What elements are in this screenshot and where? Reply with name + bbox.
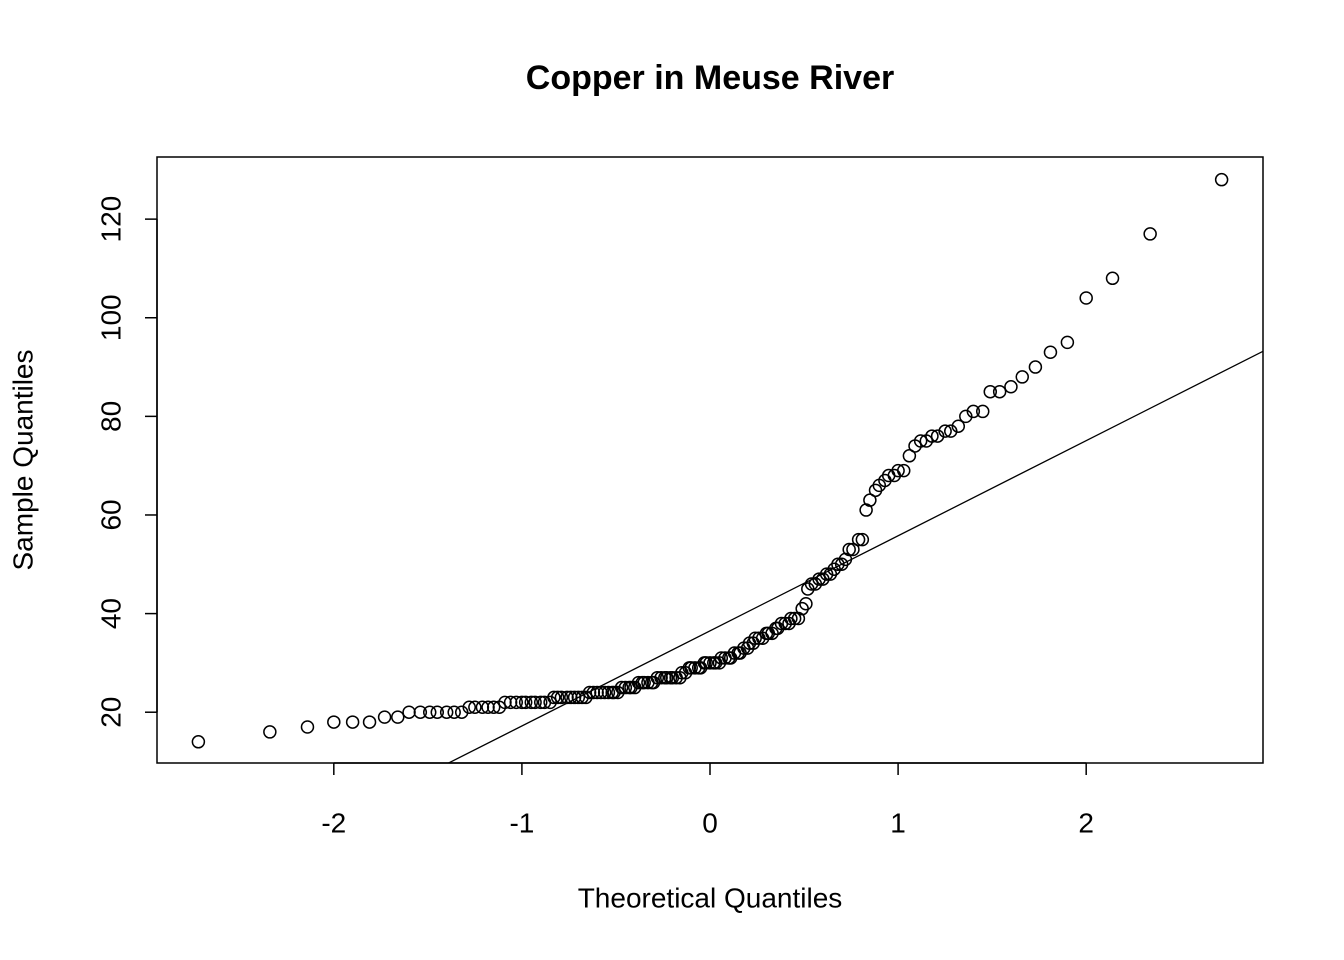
point bbox=[637, 675, 651, 690]
point bbox=[597, 685, 612, 700]
point bbox=[413, 705, 428, 719]
point bbox=[533, 695, 548, 710]
point bbox=[831, 557, 845, 572]
point bbox=[804, 577, 819, 591]
point bbox=[1028, 360, 1043, 374]
point bbox=[787, 611, 802, 626]
point bbox=[509, 695, 524, 710]
point bbox=[938, 424, 952, 438]
x-tick-label: 2 bbox=[1078, 807, 1094, 838]
point bbox=[944, 424, 958, 438]
point bbox=[345, 715, 360, 729]
point bbox=[1079, 291, 1093, 305]
point bbox=[571, 690, 586, 705]
point bbox=[601, 685, 616, 700]
point bbox=[327, 715, 341, 729]
x-tick-label: 1 bbox=[890, 807, 906, 838]
point bbox=[575, 690, 589, 705]
point bbox=[650, 670, 665, 685]
x-tick-label: 0 bbox=[702, 807, 718, 838]
point bbox=[983, 384, 998, 399]
point bbox=[614, 680, 629, 695]
point bbox=[191, 735, 206, 749]
point bbox=[422, 705, 437, 719]
point bbox=[1105, 271, 1120, 286]
x-axis-title: Theoretical Quantiles bbox=[578, 882, 843, 913]
point bbox=[447, 705, 461, 719]
point bbox=[518, 695, 533, 710]
point bbox=[1043, 345, 1058, 360]
point bbox=[959, 409, 973, 424]
point bbox=[454, 705, 469, 719]
point bbox=[925, 429, 939, 443]
point bbox=[812, 572, 826, 586]
point bbox=[930, 429, 945, 443]
point bbox=[714, 651, 729, 665]
point bbox=[1060, 335, 1075, 350]
point bbox=[607, 685, 621, 700]
point bbox=[377, 710, 392, 724]
point bbox=[855, 532, 870, 547]
point bbox=[992, 384, 1007, 399]
point bbox=[975, 404, 990, 419]
point bbox=[550, 690, 565, 705]
y-tick-label: 40 bbox=[95, 598, 126, 629]
point bbox=[784, 611, 798, 626]
reference-line bbox=[447, 350, 1263, 763]
point bbox=[659, 670, 674, 685]
point bbox=[913, 434, 928, 448]
point bbox=[528, 695, 542, 710]
plot-frame bbox=[156, 156, 1264, 764]
point bbox=[966, 404, 981, 419]
point bbox=[842, 542, 856, 557]
plot-area bbox=[191, 172, 1263, 763]
point bbox=[547, 690, 561, 705]
point bbox=[362, 715, 377, 729]
point bbox=[515, 695, 529, 710]
point bbox=[1214, 172, 1229, 187]
point bbox=[851, 532, 866, 547]
point bbox=[263, 725, 277, 739]
point bbox=[486, 700, 501, 715]
point bbox=[439, 705, 454, 719]
y-tick-label: 60 bbox=[95, 499, 126, 530]
point bbox=[703, 656, 717, 670]
point bbox=[462, 700, 476, 715]
y-axis-title: Sample Quantiles bbox=[7, 349, 38, 570]
point bbox=[624, 680, 638, 695]
point bbox=[699, 656, 713, 670]
point bbox=[430, 705, 445, 719]
point bbox=[846, 542, 860, 557]
point bbox=[902, 449, 917, 463]
point bbox=[618, 680, 633, 695]
point bbox=[863, 493, 877, 507]
point bbox=[684, 661, 698, 675]
point bbox=[1004, 380, 1018, 394]
point bbox=[891, 463, 905, 478]
point bbox=[951, 419, 966, 433]
point bbox=[468, 700, 482, 715]
point bbox=[524, 695, 539, 710]
point bbox=[819, 567, 834, 581]
point bbox=[799, 596, 813, 611]
chart-title: Copper in Meuse River bbox=[526, 59, 894, 97]
point bbox=[300, 720, 315, 734]
x-tick-label: -1 bbox=[509, 807, 534, 838]
point bbox=[402, 705, 416, 719]
point bbox=[631, 675, 646, 690]
point bbox=[1015, 370, 1029, 384]
point bbox=[1143, 227, 1157, 241]
y-tick-label: 80 bbox=[95, 401, 126, 432]
y-tick-label: 120 bbox=[95, 196, 126, 243]
point bbox=[748, 631, 762, 645]
point bbox=[896, 463, 911, 478]
y-tick-label: 100 bbox=[95, 294, 126, 341]
x-tick-label: -2 bbox=[321, 807, 346, 838]
point bbox=[391, 710, 405, 724]
point bbox=[554, 690, 569, 705]
y-tick-label: 20 bbox=[95, 697, 126, 728]
